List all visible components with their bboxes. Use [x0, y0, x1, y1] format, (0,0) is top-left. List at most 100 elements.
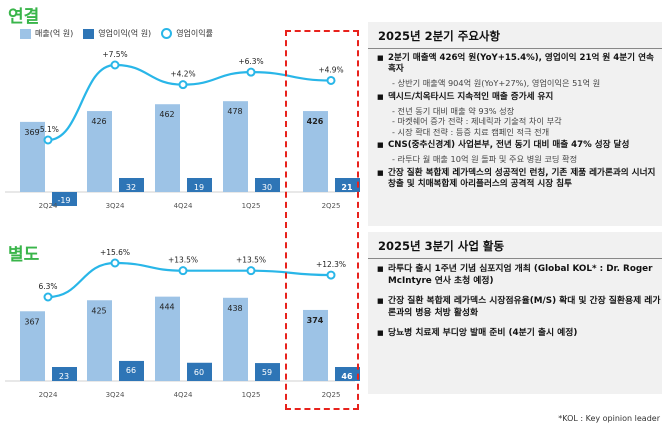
sales-bar	[223, 297, 248, 381]
op-bar	[187, 178, 212, 192]
sales-bar	[20, 121, 45, 192]
margin-point	[246, 266, 256, 276]
panel1-bullet: 간장 질환 복합제 레가덱스의 성공적인 런칭, 기존 제품 레가론과의 시너지…	[368, 168, 662, 190]
margin-value-label: +12.3%	[316, 260, 346, 269]
op-bar	[335, 178, 360, 192]
margin-value-label: +4.2%	[170, 70, 195, 79]
panel1-heading: 2025년 2분기 주요사항	[368, 22, 662, 49]
margin-value-label: +15.6%	[100, 248, 130, 257]
category-tick-label: 3Q24	[106, 391, 125, 399]
sales-value-label: 369	[24, 128, 39, 137]
sales-bar	[303, 309, 328, 381]
op-bar	[52, 192, 77, 206]
sales-value-label: 444	[159, 303, 174, 312]
margin-value-label: +4.9%	[318, 65, 343, 74]
op-value-label: 59	[262, 368, 272, 377]
category-tick-label: 1Q25	[242, 202, 261, 210]
panel1-subitem: - 상반기 매출액 904억 원(YoY+27%), 영업이익은 51억 원	[392, 78, 601, 88]
sales-bar	[87, 111, 112, 192]
margin-value-label: 6.3%	[38, 282, 57, 291]
op-value-label: 46	[341, 372, 353, 381]
margin-marker-icon	[161, 28, 173, 39]
margin-point	[43, 135, 53, 145]
op-value-label: 66	[126, 366, 136, 375]
sales-swatch	[20, 28, 31, 39]
legend-sales-label: 매출(억 원)	[35, 29, 74, 38]
sales-bar	[87, 300, 112, 381]
legend-margin-label: 영업이익률	[176, 29, 213, 38]
op-value-label: -19	[57, 196, 70, 205]
margin-point	[110, 60, 120, 70]
margin-point	[43, 292, 53, 302]
sales-bar	[303, 111, 328, 192]
chart-legend: 매출(억 원) 영업이익(억 원) 영업이익률	[20, 28, 213, 39]
sales-value-label: 462	[159, 110, 174, 119]
panel1-bullet: CNS(중추신경계) 사업본부, 전년 동기 대비 매출 47% 성장 달성	[368, 140, 662, 151]
margin-point	[246, 67, 256, 77]
category-tick-label: 2Q25	[322, 391, 341, 399]
panel2-bullet: 당뇨병 치료제 부디앙 발매 준비 (4분기 출시 예정)	[368, 327, 662, 339]
sales-value-label: 425	[91, 306, 106, 315]
op-value-label: 32	[126, 183, 136, 192]
margin-value-label: +13.5%	[168, 256, 198, 265]
sales-bar	[20, 311, 45, 381]
op-bar	[187, 362, 212, 381]
panel-3q-activities: 2025년 3분기 사업 활동 라투다 출시 1주년 기념 심포지엄 개최 (G…	[368, 232, 662, 394]
panel1-subitem: - 시장 확대 전략 : 등증 치료 캠페인 적극 전개	[392, 126, 550, 137]
sales-bar	[155, 296, 180, 381]
margin-value-label: +7.5%	[102, 50, 127, 59]
margin-line	[47, 63, 332, 142]
panel1-subitem: - 마켓쉐어 증가 전략 : 제네릭과 기술적 차이 부각	[392, 116, 562, 126]
highlight-2q25-box	[285, 30, 359, 410]
sales-value-label: 367	[24, 317, 39, 326]
op-bar	[335, 367, 360, 381]
legend-op-label: 영업이익(억 원)	[98, 29, 152, 38]
margin-point	[178, 266, 188, 276]
panel1-subitem: - 전년 동기 대비 매출 약 93% 성장	[392, 105, 515, 116]
op-value-label: 19	[194, 183, 204, 192]
category-tick-label: 2Q24	[39, 202, 58, 210]
sales-value-label: 374	[307, 316, 324, 325]
op-bar	[255, 363, 280, 381]
category-tick-label: 4Q24	[174, 202, 193, 210]
sales-value-label: 426	[307, 117, 324, 126]
margin-point	[326, 75, 336, 85]
category-tick-label: 2Q25	[322, 202, 341, 210]
category-tick-label: 2Q24	[39, 391, 58, 399]
op-bar	[52, 367, 77, 381]
panel2-bullet: 간장 질환 복합제 레가덱스 시장점유율(M/S) 확대 및 간장 질환용제 레…	[368, 295, 662, 319]
margin-value-label: +13.5%	[236, 256, 266, 265]
margin-point	[178, 80, 188, 90]
margin-point	[326, 270, 336, 280]
margin-value-label: -5.1%	[37, 125, 59, 134]
sales-value-label: 426	[91, 117, 106, 126]
op-bar	[119, 178, 144, 192]
op-value-label: 23	[59, 372, 69, 381]
chart-separate: 367 23 2Q24 425 66 3Q24 444 60 4Q24 438 59 1Q25 374 4…	[5, 248, 360, 399]
footnote: *KOL : Key opinion leader	[558, 414, 660, 423]
panel2-heading: 2025년 3분기 사업 활동	[368, 232, 662, 259]
panel1-bullet: 덱시드/치옥타시드 지속적인 매출 증가세 유지	[368, 92, 662, 103]
title-consolidated: 연결	[8, 7, 40, 27]
op-value-label: 30	[262, 183, 272, 192]
title-separate: 별도	[8, 245, 40, 265]
op-value-label: 60	[194, 368, 204, 377]
panel-2q-highlights: 2025년 2분기 주요사항 2분기 매출액 426억 원(YoY+15.4%)…	[368, 22, 662, 226]
op-bar	[119, 360, 144, 381]
op-bar	[255, 178, 280, 192]
category-tick-label: 1Q25	[242, 391, 261, 399]
margin-value-label: +6.3%	[238, 57, 263, 66]
margin-point	[110, 258, 120, 268]
sales-bar	[155, 104, 180, 192]
panel1-bullet: 2분기 매출액 426억 원(YoY+15.4%), 영업이익 21억 원 4분…	[368, 53, 662, 75]
panel1-subitem: - 라투다 월 매출 10억 원 돌파 및 주요 병원 코딩 확정	[392, 154, 578, 164]
category-tick-label: 3Q24	[106, 202, 125, 210]
panel2-bullet: 라투다 출시 1주년 기념 심포지엄 개최 (Global KOL* : Dr.…	[368, 263, 662, 287]
category-tick-label: 4Q24	[174, 391, 193, 399]
op-value-label: 21	[341, 183, 353, 192]
sales-value-label: 478	[227, 107, 242, 116]
op-swatch	[83, 28, 95, 39]
sales-value-label: 438	[227, 304, 242, 313]
sales-bar	[223, 101, 248, 192]
